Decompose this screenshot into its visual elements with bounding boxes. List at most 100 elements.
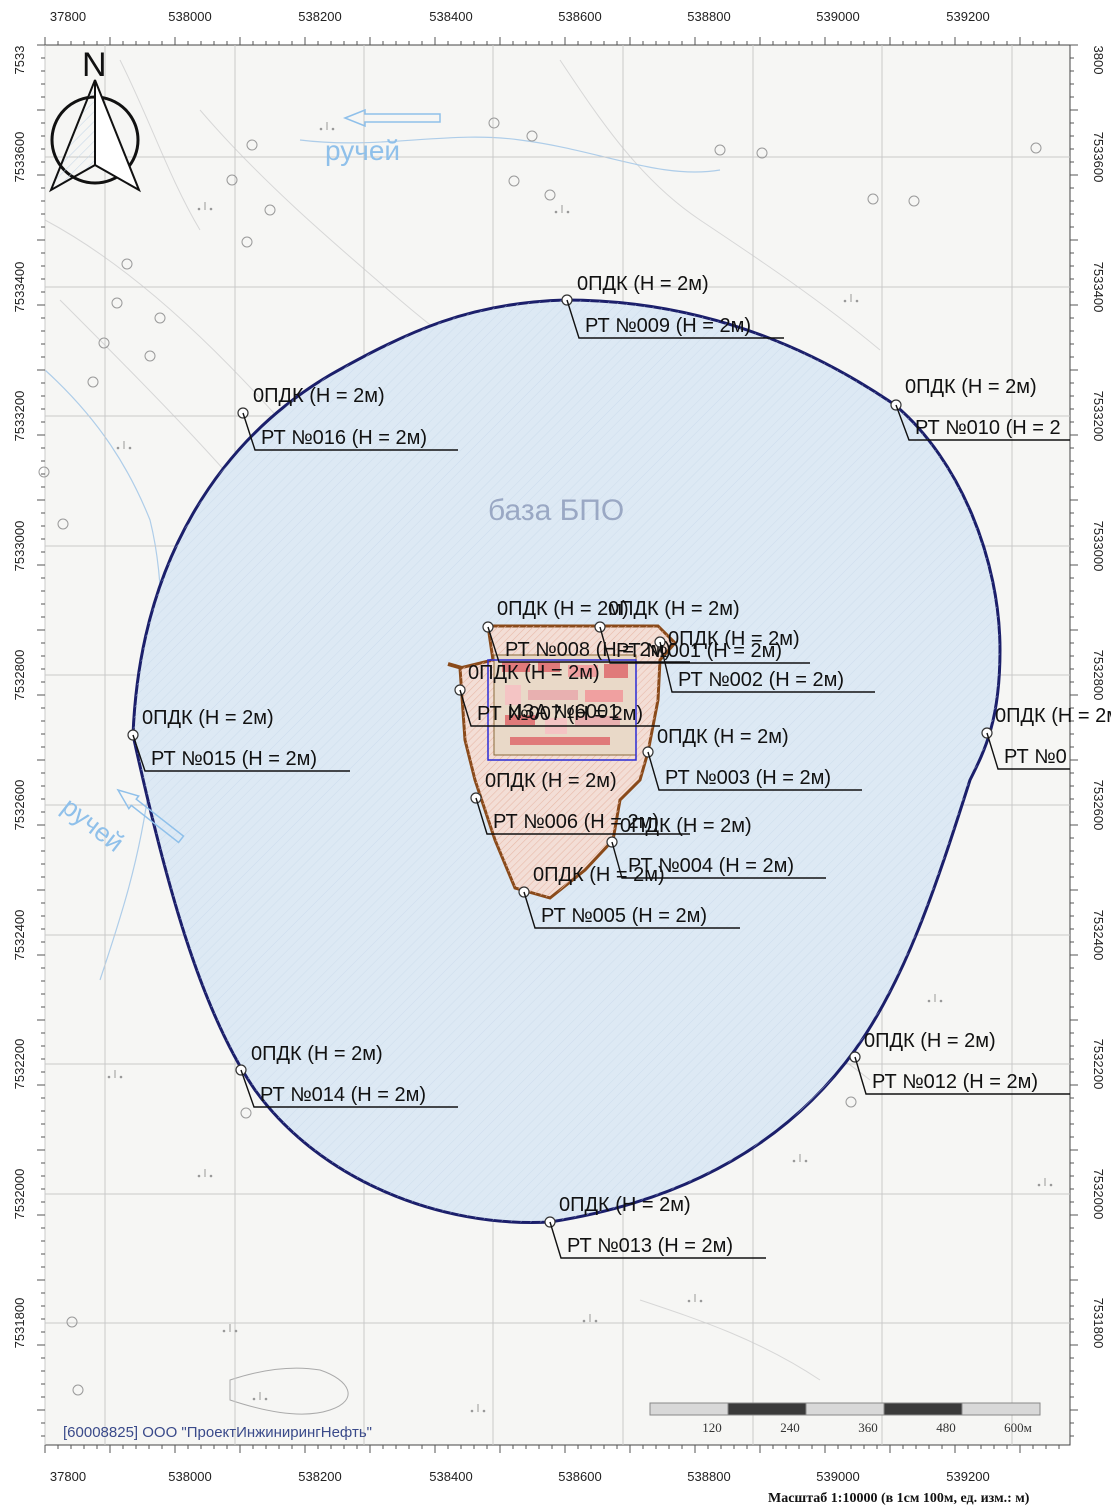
y-tick-left: 7533 [12, 46, 27, 75]
leader-line [242, 412, 458, 451]
north-arrow: N [49, 46, 141, 193]
leader-line [459, 689, 660, 727]
stream-arrow-west [116, 788, 185, 844]
rt-label: РТ №0 [1004, 746, 1067, 768]
leader-line [659, 641, 875, 693]
y-tick-right: 7533000 [1091, 521, 1106, 572]
source-boundary [487, 659, 637, 761]
y-tick-left: 7533200 [12, 391, 27, 442]
base-label: база БПО [488, 494, 624, 527]
leader-line [475, 797, 690, 835]
y-tick-left: 7532000 [12, 1169, 27, 1220]
calc-point-003: 0ПДК (H = 2м) РТ №003 (H = 2м) [642, 726, 862, 791]
x-tick-top: 538000 [168, 9, 211, 24]
leader-line [487, 626, 690, 663]
calc-point-008: 0ПДК (H = 2м) РТ №008 (H = 2м) [482, 598, 690, 663]
scale-labels: 120 240 360 480 600м [702, 1420, 1032, 1435]
rt-label: РТ №002 (H = 2м) [678, 669, 844, 691]
leader-line [895, 404, 1070, 441]
calc-point-016: 0ПДК (H = 2м) РТ №016 (H = 2м) [237, 385, 458, 451]
x-tick-bottom: 538400 [429, 1469, 472, 1484]
calc-point-002: 0ПДК (H = 2м) РТ №002 (H = 2м) [654, 628, 875, 693]
north-letter: N [82, 46, 107, 84]
x-tick-bottom: 538000 [168, 1469, 211, 1484]
calc-point-004: 0ПДК (H = 2м) РТ №004 (H = 2м) [606, 815, 826, 879]
axis-labels: 37800 37800 538000 538000 538200 538200 538400… [12, 9, 1106, 1484]
calc-point-006: 0ПДК (H = 2м) РТ №006 (H = 2м) [470, 770, 690, 835]
x-tick-bottom: 538200 [298, 1469, 341, 1484]
calc-point-007: 0ПДК (H = 2м) РТ №007 (H = 2м) [454, 662, 660, 727]
y-tick-right: 7533400 [1091, 262, 1106, 313]
company-watermark: [60008825] ООО "ПроектИнжинирингНефть" [63, 1424, 372, 1441]
pdk-label: 0ПДК (H = 2м) [905, 376, 1037, 398]
pdk-label: 0ПДК (H = 2м) [253, 385, 385, 407]
leader-line [523, 891, 740, 929]
pdk-label: 0ПДК (H = 2м) [657, 726, 789, 748]
x-tick-bottom: 538600 [558, 1469, 601, 1484]
leader-line [240, 1069, 458, 1108]
stream-label-north: ручей [325, 135, 400, 166]
pdk-label: 0ПДК (H = 2м) [668, 628, 800, 650]
y-tick-right: 7533600 [1091, 132, 1106, 183]
rt-label: РТ №013 (H = 2м) [567, 1235, 733, 1257]
x-tick-top: 37800 [50, 9, 86, 24]
y-tick-left: 7532600 [12, 780, 27, 831]
leader-line [549, 1221, 766, 1259]
scale-label: 240 [780, 1420, 800, 1435]
leader-line [854, 1056, 1070, 1095]
scale-label: 120 [702, 1420, 722, 1435]
leader-line [986, 732, 1070, 770]
leader-line [132, 734, 350, 772]
rt-label: РТ №010 (H = 2 [915, 417, 1061, 439]
pdk-label: 0ПДК (H = 2м) [577, 273, 709, 295]
calc-points: 0ПДК (H = 2м)РТ №016 (H = 2м)0ПДК (H = 2… [127, 273, 1111, 1259]
pdk-label: 0ПДК (H = 2м) [608, 598, 740, 620]
pdk-label: 0ПДК (H = 2м) [533, 864, 665, 886]
x-tick-top: 539000 [816, 9, 859, 24]
y-tick-right: 7533200 [1091, 391, 1106, 442]
x-tick-bottom: 538800 [687, 1469, 730, 1484]
y-tick-left: 7533600 [12, 132, 27, 183]
leader-line [611, 841, 826, 879]
rt-label: РТ №006 (H = 2м) [493, 811, 659, 833]
calc-point-012: 0ПДК (H = 2м) РТ №012 (H = 2м) [849, 1030, 1070, 1095]
pdk-label: 0ПДК (H = 2м) [485, 770, 617, 792]
y-tick-left: 7532200 [12, 1039, 27, 1090]
stream-arrow-north [342, 108, 441, 128]
scale-label: 360 [858, 1420, 878, 1435]
site-buildings [493, 654, 637, 756]
calc-point-010: 0ПДК (H = 2м) РТ №010 (H = 2 [890, 376, 1070, 441]
calc-point-013: 0ПДК (H = 2м) РТ №013 (H = 2м) [544, 1194, 766, 1259]
y-tick-right: 7532400 [1091, 910, 1106, 961]
y-tick-right: 7532800 [1091, 650, 1106, 701]
calc-point-015: 0ПДК (H = 2м) РТ №015 (H = 2м) [127, 707, 350, 772]
rt-label: РТ №015 (H = 2м) [151, 748, 317, 770]
rt-label: РТ №004 (H = 2м) [628, 855, 794, 877]
x-tick-top: 538800 [687, 9, 730, 24]
y-tick-left: 7533400 [12, 262, 27, 313]
calc-point-009: 0ПДК (H = 2м) РТ №009 (H = 2м) [561, 273, 784, 339]
calc-point-011: 0ПДК (H = 2м) РТ №0 [981, 705, 1111, 770]
rt-label: РТ №007 (H = 2м) [477, 703, 643, 725]
pdk-label: 0ПДК (H = 2м) [251, 1043, 383, 1065]
x-tick-top: 538200 [298, 9, 341, 24]
y-tick-right: 7532200 [1091, 1039, 1106, 1090]
rt-label: РТ №009 (H = 2м) [585, 315, 751, 337]
leader-line [566, 299, 784, 339]
pdk-label: 0ПДК (H = 2м) [142, 707, 274, 729]
x-tick-bottom: 539000 [816, 1469, 859, 1484]
pdk-label: 0ПДК (H = 2м) [620, 815, 752, 837]
y-tick-left: 7532400 [12, 910, 27, 961]
scale-label: 600м [1004, 1420, 1032, 1435]
leader-line [599, 626, 810, 664]
rt-label: РТ №003 (H = 2м) [665, 767, 831, 789]
calc-point-005: 0ПДК (H = 2м) РТ №005 (H = 2м) [518, 864, 740, 929]
scale-bar [649, 1402, 1041, 1416]
pdk-label: 0ПДК (H = 2м) [468, 662, 600, 684]
x-tick-bottom: 37800 [50, 1469, 86, 1484]
y-tick-right: 7532000 [1091, 1169, 1106, 1220]
rt-label: РТ №016 (H = 2м) [261, 427, 427, 449]
y-tick-right: 7531800 [1091, 1298, 1106, 1349]
x-tick-top: 539200 [946, 9, 989, 24]
